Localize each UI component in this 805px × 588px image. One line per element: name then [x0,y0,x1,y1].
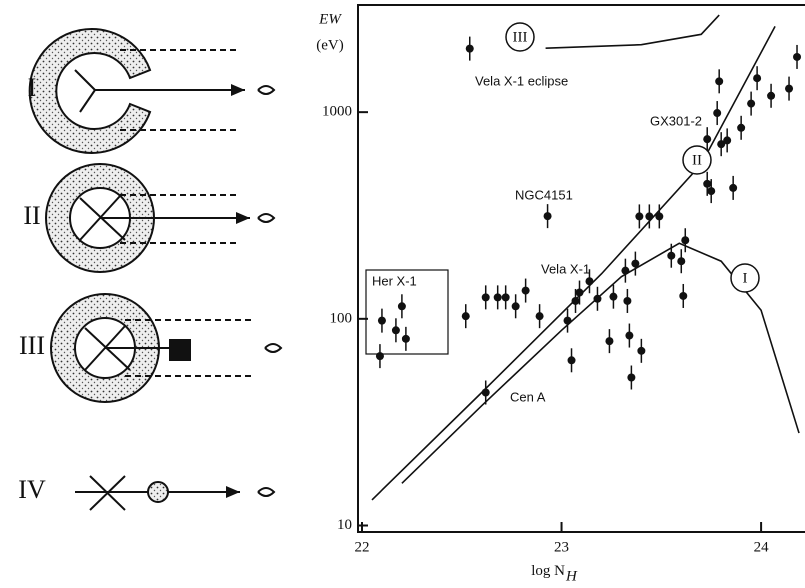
data-point [585,277,594,286]
data-point [375,352,384,361]
data-point [681,236,690,245]
x-axis-label: log N [531,563,565,579]
data-point [397,302,406,311]
data-point [605,337,614,346]
data-point [501,293,510,302]
panel-label: II [23,201,40,230]
data-point [493,293,502,302]
data-point [645,212,654,221]
data-point [401,334,410,343]
data-point [767,91,776,100]
data-point [543,212,552,221]
data-point [575,288,584,297]
data-point [737,123,746,132]
model-curve [371,26,776,501]
data-point [729,183,738,192]
data-point [793,52,802,61]
data-point [481,293,490,302]
x-tick-label: 22 [354,539,369,555]
data-point [571,296,580,305]
curve-label-circle [505,22,535,52]
data-point [623,296,632,305]
curve-label: I [743,270,748,286]
data-point [707,187,716,196]
x-tick-label: 24 [754,539,770,555]
data-point [631,259,640,268]
data-point [679,291,688,300]
annotation: Cen A [510,389,546,404]
annotation-box [365,269,449,355]
data-point [621,266,630,275]
data-point [635,212,644,221]
data-point [713,109,722,118]
data-point [563,316,572,325]
curve-label-circle [730,263,760,293]
data-point [667,251,676,260]
data-point [627,373,636,382]
data-point [625,331,634,340]
panel-label: I [28,73,37,102]
data-point [637,346,646,355]
data-point [747,99,756,108]
x-axis-label-sub: H [565,568,578,584]
data-point [753,74,762,83]
data-point [511,302,520,311]
panel-label: IV [18,475,46,504]
model-curve [545,14,720,49]
y-tick-label: 100 [330,310,353,326]
data-point [461,312,470,321]
data-point [715,77,724,86]
curve-label-circle [682,145,712,175]
panel-label: III [19,331,45,360]
data-point [655,212,664,221]
data-point [785,84,794,93]
axis-frame [357,4,805,533]
curve-label: II [692,152,702,168]
data-point [609,292,618,301]
curve-label: III [513,29,528,45]
data-point [723,136,732,145]
y-tick-label: 10 [337,517,352,533]
data-point [567,356,576,365]
geometry-diagram [28,28,283,511]
x-axis-label-main: log N [531,563,565,579]
data-point [377,316,386,325]
y-tick-label: 1000 [322,104,352,120]
data-point [521,286,530,295]
model-curve [401,242,800,484]
data-point [391,326,400,335]
annotation: GX301-2 [650,113,702,128]
y-axis-label: EW [318,11,342,27]
annotation: Her X-1 [372,273,417,288]
annotation: Vela X-1 eclipse [475,73,568,88]
annotation: Vela X-1 [541,261,590,276]
annotation: NGC4151 [515,187,573,202]
y-axis-unit: (eV) [316,37,343,53]
data-point [593,294,602,303]
data-point [717,140,726,149]
data-point [677,257,686,266]
x-tick-label: 23 [554,539,569,555]
data-point [535,312,544,321]
data-point [703,135,712,144]
data-point [465,44,474,53]
data-point [703,179,712,188]
data-point [481,388,490,397]
